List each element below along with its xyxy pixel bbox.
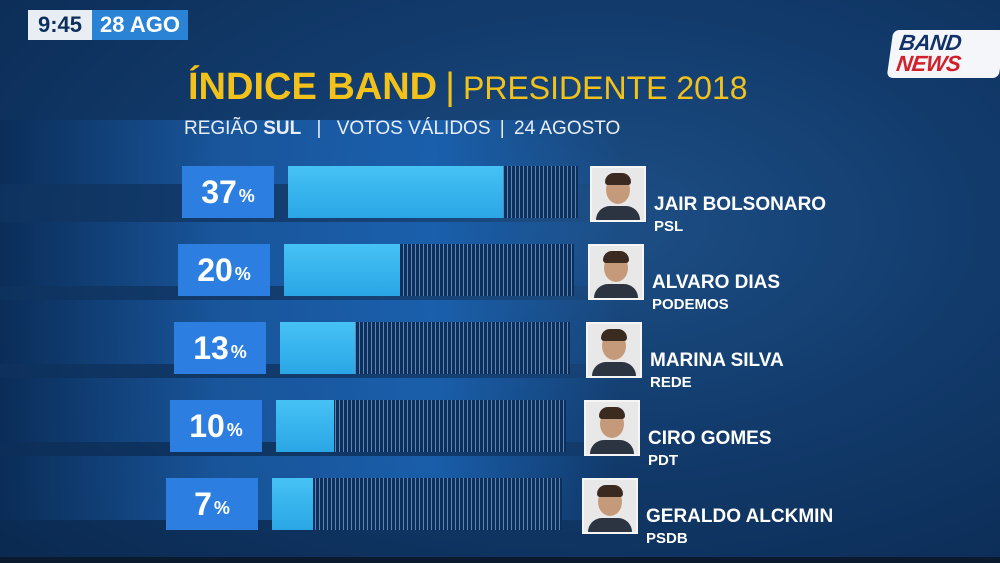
bar-value-number: 7 (194, 485, 212, 522)
subtitle-separator: | (316, 118, 322, 139)
candidate-party: PODEMOS (652, 296, 729, 313)
bar-track (280, 322, 570, 374)
candidate-photo (590, 166, 646, 222)
subtitle-votes: VOTOS VÁLIDOS (336, 118, 491, 139)
candidate-photo (588, 244, 644, 300)
bar-value-label: 37% (182, 166, 274, 218)
clock-badge: 9:45 28 AGO (28, 10, 188, 40)
subtitle-separator: | (499, 118, 505, 139)
title-secondary: PRESIDENTE 2018 (463, 70, 748, 106)
band-news-logo: BAND NEWS (886, 30, 1000, 78)
logo-line-2: NEWS (894, 51, 963, 76)
bar-value-unit: % (230, 341, 247, 362)
title-separator: | (445, 66, 455, 108)
chart-title: ÍNDICE BAND | PRESIDENTE 2018 (188, 66, 748, 109)
bar-track (284, 244, 574, 296)
candidate-photo (584, 400, 640, 456)
bar-value-number: 20 (197, 251, 233, 288)
bar-value-number: 37 (201, 173, 237, 210)
bar-value-unit: % (226, 419, 243, 440)
bar-value-unit: % (238, 185, 255, 206)
candidate-name: GERALDO ALCKMIN (646, 506, 834, 527)
bar-value-label: 10% (170, 400, 262, 452)
candidate-name: ALVARO DIAS (652, 272, 781, 293)
bar-value-label: 7% (166, 478, 258, 530)
candidate-name: JAIR BOLSONARO (654, 194, 827, 215)
bar-value-label: 20% (178, 244, 270, 296)
bar (272, 478, 313, 530)
clock-time: 9:45 (28, 10, 93, 40)
bar (276, 400, 334, 452)
candidate-name: CIRO GOMES (648, 428, 772, 449)
candidate-party: PSDB (646, 530, 688, 547)
bar (280, 322, 355, 374)
subtitle-region: SUL (263, 118, 302, 139)
candidate-party: PDT (648, 452, 678, 469)
candidate-party: PSL (654, 218, 684, 235)
bar-track (272, 478, 562, 530)
bar-value-unit: % (234, 263, 251, 284)
clock-date: 28 AGO (92, 10, 188, 40)
chart-subtitle: REGIÃO SUL | VOTOS VÁLIDOS | 24 AGOSTO (184, 118, 620, 140)
subtitle-date: 24 AGOSTO (514, 118, 621, 139)
title-main: ÍNDICE BAND (188, 66, 438, 108)
bar-value-label: 13% (174, 322, 266, 374)
bar-track (288, 166, 578, 218)
bar-track (276, 400, 566, 452)
bottom-strip (0, 557, 1000, 563)
bar-value-number: 13 (193, 329, 229, 366)
candidate-photo (586, 322, 642, 378)
candidate-name: MARINA SILVA (650, 350, 784, 371)
bar-value-unit: % (213, 497, 230, 518)
candidate-party: REDE (650, 374, 692, 391)
candidate-photo (582, 478, 638, 534)
bar (288, 166, 503, 218)
bar (284, 244, 400, 296)
bar-value-number: 10 (189, 407, 225, 444)
subtitle-region-label: REGIÃO (184, 118, 258, 139)
